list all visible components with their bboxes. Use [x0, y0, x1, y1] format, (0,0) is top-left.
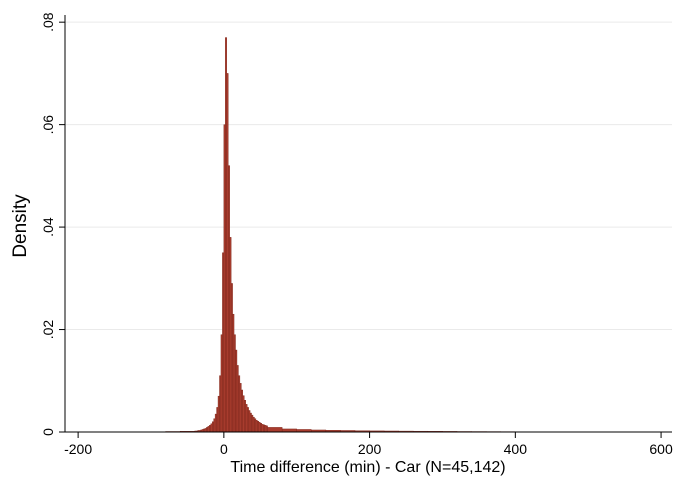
- x-tick-label: -200: [64, 441, 92, 457]
- bar: [263, 424, 265, 433]
- bar: [209, 425, 211, 433]
- bar: [251, 414, 254, 433]
- bar: [228, 165, 230, 433]
- bar: [249, 412, 252, 433]
- bar: [225, 37, 227, 433]
- bar: [210, 423, 213, 433]
- bar: [220, 334, 223, 433]
- bar: [267, 427, 283, 433]
- bar: [260, 423, 262, 433]
- bar: [216, 407, 219, 433]
- bar: [255, 420, 258, 433]
- y-tick-label: 0: [40, 428, 56, 436]
- bar: [239, 383, 242, 433]
- x-tick-label: 200: [358, 441, 382, 457]
- bar: [207, 426, 210, 433]
- bar: [254, 418, 257, 433]
- bar: [226, 73, 229, 433]
- bar: [241, 389, 244, 433]
- bar: [265, 425, 268, 433]
- bar: [246, 407, 249, 433]
- bar: [206, 427, 209, 433]
- x-tick-label: 600: [649, 441, 673, 457]
- axes: 0 .02 .04 .06 .08 -200 0 200 400 600: [40, 12, 673, 457]
- y-tick-label: .08: [40, 12, 56, 32]
- bar: [230, 283, 233, 433]
- bar: [211, 421, 214, 433]
- bar: [229, 237, 232, 433]
- bar: [248, 410, 251, 433]
- bar: [217, 395, 220, 433]
- bar: [238, 375, 241, 433]
- bar: [252, 416, 255, 433]
- bar: [258, 422, 261, 433]
- bar: [257, 421, 260, 433]
- bar: [219, 375, 222, 433]
- x-axis-title: Time difference (min) - Car (N=45,142): [230, 459, 505, 476]
- bar: [235, 349, 238, 433]
- x-tick-label: 400: [504, 441, 528, 457]
- bar: [236, 365, 239, 433]
- bar: [233, 334, 236, 433]
- bar: [223, 124, 226, 433]
- bar: [222, 252, 225, 433]
- bar: [242, 395, 245, 433]
- y-axis-title: Density: [10, 194, 31, 258]
- bar: [264, 425, 267, 433]
- bar: [245, 404, 248, 433]
- y-tick-label: .06: [40, 115, 56, 135]
- bar: [244, 400, 246, 433]
- bar: [214, 413, 217, 433]
- y-tick-label: .02: [40, 320, 56, 340]
- y-tick-label: .04: [40, 217, 56, 237]
- bar: [232, 313, 235, 433]
- bar: [213, 418, 216, 433]
- bar: [204, 428, 207, 433]
- bar: [261, 424, 264, 433]
- x-tick-label: 0: [220, 441, 228, 457]
